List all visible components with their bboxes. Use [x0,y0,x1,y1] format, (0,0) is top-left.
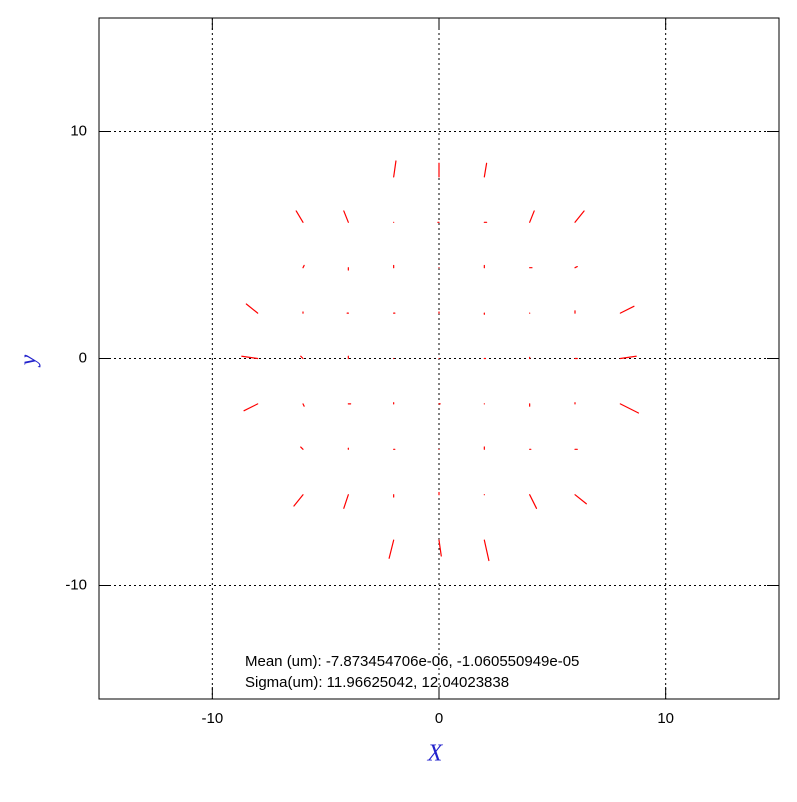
x-tick-label: 10 [657,710,674,727]
vector [302,264,305,269]
vector [574,265,578,269]
x-tick-label: 0 [435,710,443,727]
vector [529,210,535,223]
vector [343,210,349,223]
y-tick-label: -10 [65,576,87,593]
vector [574,494,587,505]
vector [295,210,304,223]
vector [300,355,304,360]
vector [388,539,395,559]
vector [343,494,349,509]
vector [300,446,304,450]
vector [619,403,640,414]
vector [302,403,305,407]
vector [529,494,538,509]
vector [438,539,442,557]
vector [393,160,397,178]
x-axis-title: X [427,741,444,767]
vector [483,539,490,562]
vector [243,403,259,412]
vector [245,303,259,314]
annotation: Mean (um): -7.873454706e-06, -1.06055094… [245,653,579,670]
vector [483,162,488,178]
annotation: Sigma(um): 11.96625042, 12.04023838 [245,674,509,691]
x-tick-label: -10 [201,710,223,727]
y-tick-label: 0 [79,349,87,366]
vector [619,355,637,360]
vector [619,305,635,314]
vector [293,494,304,507]
vector [241,355,259,360]
vector [574,210,585,223]
y-tick-label: 10 [70,122,87,139]
y-axis-title: y [16,354,42,367]
